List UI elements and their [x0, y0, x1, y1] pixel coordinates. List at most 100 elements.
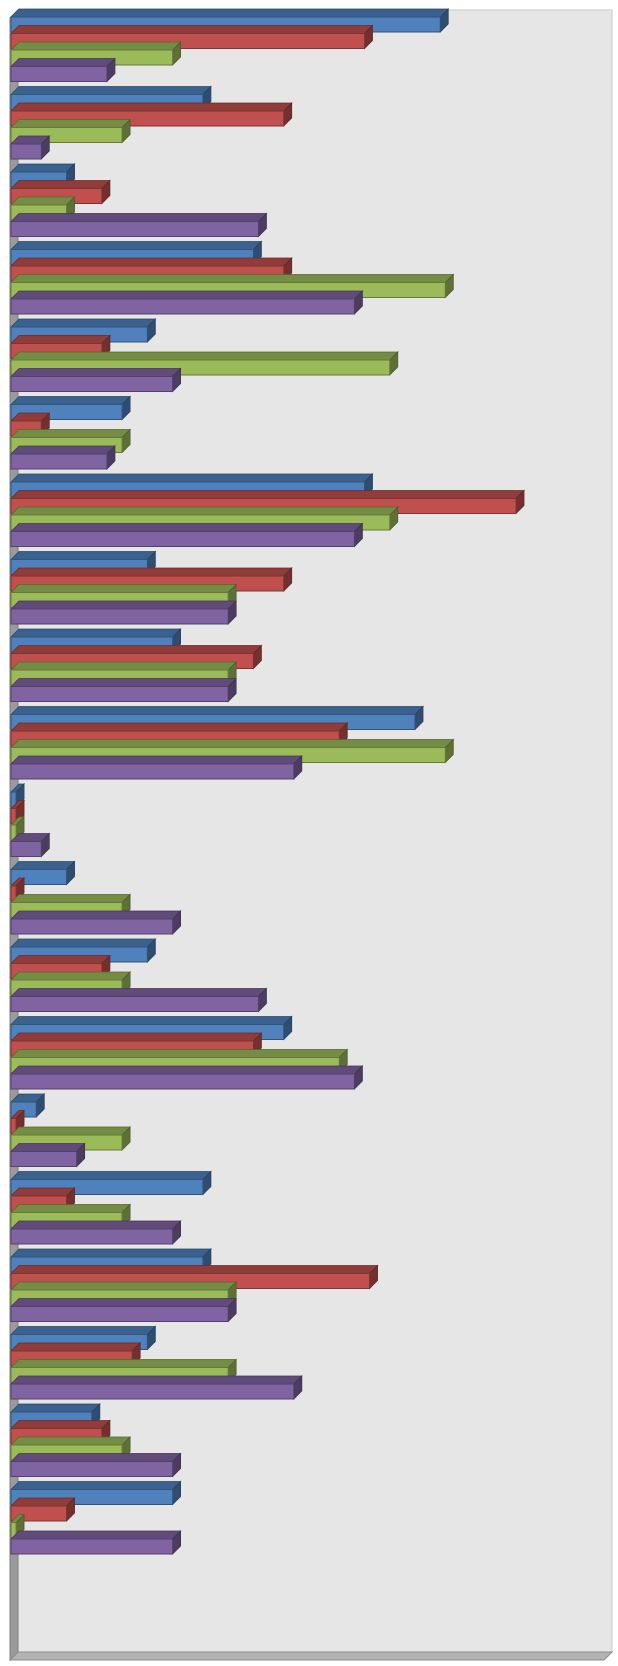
bar-front — [10, 1228, 174, 1245]
category-group — [10, 783, 51, 858]
bar-top — [10, 1171, 212, 1180]
bar — [10, 1220, 182, 1245]
bar — [10, 367, 182, 393]
bar-top — [10, 58, 116, 67]
bar-top — [10, 506, 399, 516]
bar-top — [10, 706, 424, 715]
category-group — [10, 8, 450, 83]
bar — [10, 1142, 86, 1168]
bar-top — [10, 1481, 182, 1490]
bar — [10, 290, 364, 315]
bar — [10, 212, 268, 238]
bar-top — [10, 910, 182, 920]
bar-top — [10, 861, 76, 870]
category-group — [10, 1248, 379, 1323]
category-group — [10, 1170, 212, 1245]
bar-top — [10, 1497, 76, 1507]
bar-top — [10, 1143, 86, 1152]
category-group — [10, 1325, 303, 1400]
bar-top — [10, 1298, 238, 1307]
bar-top — [10, 257, 293, 267]
bar-top — [10, 335, 111, 344]
bar-top — [10, 445, 116, 455]
bar — [10, 522, 364, 548]
category-group — [10, 550, 293, 625]
bar-top — [10, 368, 182, 377]
bar-top — [10, 661, 238, 671]
bar-top — [10, 645, 263, 654]
bar — [10, 1497, 76, 1522]
bar-top — [10, 274, 455, 283]
bar-top — [10, 396, 132, 405]
bar-top — [10, 1359, 238, 1368]
bar-front — [10, 1073, 355, 1090]
bar-top — [10, 1220, 182, 1230]
bar-top — [10, 1453, 182, 1462]
bar-front — [10, 1505, 68, 1522]
bar-top — [10, 600, 238, 610]
bar — [10, 1452, 182, 1478]
bar-top — [10, 1530, 182, 1540]
bar — [10, 1375, 303, 1400]
category-group — [10, 85, 293, 160]
bar-top — [10, 86, 212, 95]
bar-top — [10, 1281, 238, 1291]
bar-top — [10, 1326, 157, 1335]
bar-front — [10, 221, 259, 237]
bar-top — [10, 551, 157, 560]
bar-top — [10, 1375, 303, 1385]
bar-top — [10, 1265, 379, 1274]
category-group — [10, 1093, 132, 1168]
bar-top — [10, 1204, 132, 1213]
bar-top — [10, 739, 455, 748]
bar-top — [10, 318, 157, 328]
bar-top — [10, 213, 268, 222]
bar — [10, 1065, 364, 1090]
category-group — [10, 163, 268, 238]
bar-front — [10, 453, 108, 470]
bar — [10, 57, 116, 83]
bar-front — [10, 1538, 174, 1555]
bar-top — [10, 1032, 263, 1042]
bar — [10, 600, 238, 625]
bar-top — [10, 567, 293, 577]
bar-top — [10, 628, 182, 638]
bar-front — [10, 918, 174, 935]
bar-front — [10, 1306, 229, 1322]
bar-top — [10, 163, 76, 173]
bar-top — [10, 1065, 364, 1075]
category-group — [10, 860, 182, 935]
bar-top — [10, 1436, 132, 1446]
bar — [10, 135, 51, 160]
bar-top — [10, 473, 374, 483]
bar — [10, 987, 268, 1013]
category-group — [10, 705, 455, 780]
bar-top — [10, 8, 450, 18]
bar-front — [10, 1383, 295, 1400]
bar-front — [10, 763, 295, 780]
bar — [10, 445, 116, 470]
bar-front — [10, 869, 68, 885]
bar-top — [10, 290, 364, 300]
bar — [10, 816, 26, 841]
bar-top — [10, 971, 132, 981]
category-group — [10, 1015, 364, 1090]
bar — [10, 1530, 182, 1555]
bar-top — [10, 678, 238, 687]
bar-top — [10, 1342, 142, 1352]
bar-top — [10, 241, 263, 250]
bar — [10, 677, 238, 703]
category-group — [10, 240, 455, 315]
bar-top — [10, 722, 349, 732]
bar-top — [10, 1187, 76, 1197]
category-group — [10, 938, 268, 1013]
category-group — [10, 318, 399, 393]
bar-front — [10, 531, 355, 547]
bar-top — [10, 490, 525, 499]
bar-top — [10, 41, 182, 51]
bar-front — [10, 143, 42, 160]
bar-top — [10, 102, 293, 112]
floor — [8, 1651, 614, 1661]
bar-top — [10, 180, 111, 189]
